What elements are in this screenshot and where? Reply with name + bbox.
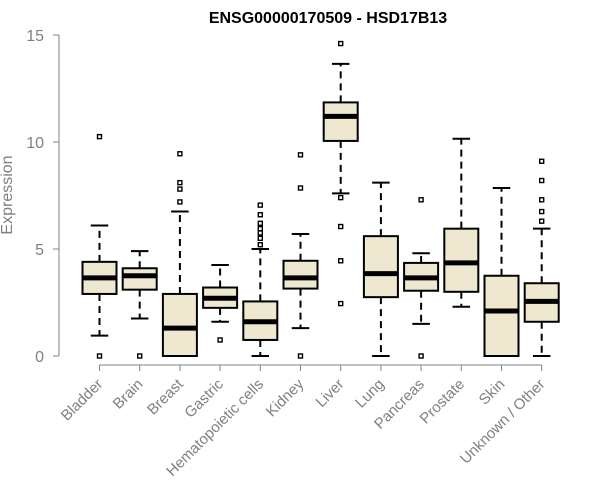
box-group-skin <box>483 187 520 357</box>
y-tick-label: 0 <box>35 349 44 366</box>
outlier-point <box>257 212 263 218</box>
y-tick-label: 15 <box>26 28 44 45</box>
box-group-kidney <box>282 152 319 359</box>
outlier-point <box>177 186 183 192</box>
outlier-point <box>177 199 183 205</box>
box-group-brain <box>121 250 158 359</box>
outlier-point <box>257 230 263 236</box>
y-axis-label: Expression <box>0 155 16 234</box>
chart-title: ENSG00000170509 - HSD17B13 <box>209 10 447 27</box>
iqr-box <box>322 101 359 142</box>
outlier-point <box>96 353 103 359</box>
outlier-point <box>136 353 143 359</box>
outlier-point <box>539 197 545 203</box>
box-group-pancreas <box>403 197 440 359</box>
x-tick-label: Breast <box>144 375 187 418</box>
outlier-point <box>539 177 545 184</box>
box-group-lung <box>362 181 399 357</box>
box-group-liver <box>322 40 359 307</box>
outlier-point <box>257 220 263 227</box>
x-tick-label: Brain <box>110 376 147 413</box>
outlier-point <box>338 40 344 47</box>
outlier-point <box>257 242 263 248</box>
outlier-point <box>418 197 424 203</box>
outlier-point <box>297 152 304 158</box>
outlier-point <box>338 258 344 264</box>
outlier-point <box>217 337 223 343</box>
outlier-point <box>257 225 263 232</box>
box-group-prostate <box>443 137 480 308</box>
outlier-point <box>177 179 183 186</box>
outlier-point <box>297 185 304 191</box>
outlier-point <box>177 151 183 157</box>
iqr-box <box>282 259 319 290</box>
boxes <box>81 40 560 359</box>
x-tick-label: Kidney <box>263 375 308 420</box>
iqr-box <box>443 227 480 293</box>
iqr-box <box>483 274 520 357</box>
x-tick-label: Liver <box>313 376 348 411</box>
box-group-bladder <box>81 133 118 359</box>
box-group-unknown-other <box>523 158 560 357</box>
iqr-box <box>121 267 158 291</box>
outlier-point <box>257 202 263 208</box>
outlier-point <box>338 194 344 201</box>
box-group-hematopoietic-cells <box>242 202 279 357</box>
outlier-point <box>539 158 545 164</box>
outlier-point <box>257 235 263 242</box>
outlier-point <box>539 218 545 224</box>
iqr-box <box>362 235 399 299</box>
y-axis: 0 5 10 15 <box>26 28 60 366</box>
outlier-point <box>418 353 424 359</box>
outlier-point <box>539 208 545 215</box>
x-tick-label: Bladder <box>58 376 107 425</box>
iqr-box <box>161 292 198 358</box>
y-tick-label: 10 <box>26 135 44 152</box>
x-tick-label: Lung <box>352 376 388 412</box>
outlier-point <box>297 353 304 359</box>
box-group-breast <box>161 151 198 358</box>
outlier-point <box>96 133 103 140</box>
outlier-point <box>338 223 344 230</box>
outlier-point <box>338 300 344 307</box>
x-tick-label: Prostate <box>417 376 469 428</box>
y-tick-label: 5 <box>35 242 44 259</box>
box-group-gastric <box>202 264 239 343</box>
x-tick-label: Skin <box>476 376 509 409</box>
